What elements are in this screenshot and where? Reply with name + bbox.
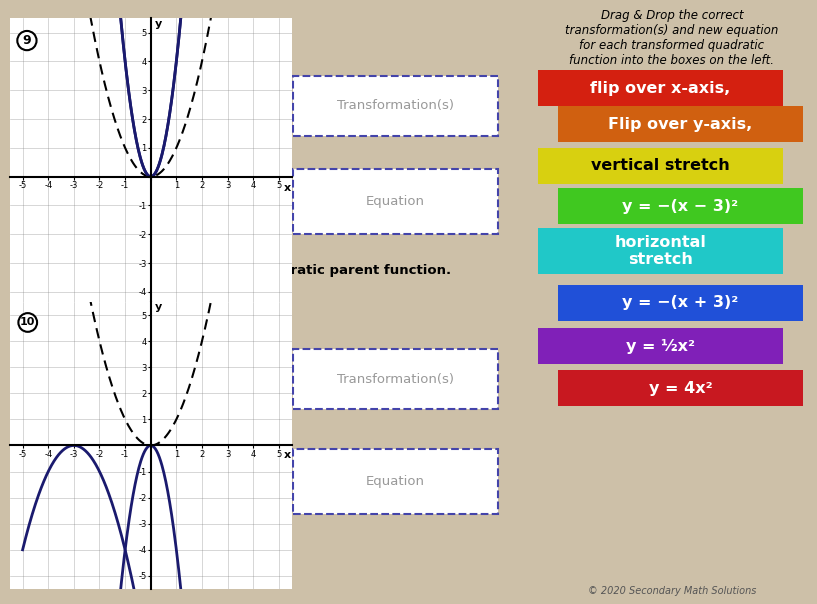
Text: Transformation(s): Transformation(s) [337, 100, 454, 112]
FancyBboxPatch shape [558, 106, 803, 142]
Text: y: y [154, 302, 162, 312]
Text: The: The [10, 264, 39, 277]
FancyBboxPatch shape [293, 449, 498, 514]
FancyBboxPatch shape [293, 169, 498, 234]
Text: is the graph of the: is the graph of the [110, 264, 242, 277]
Text: dotted line: dotted line [33, 264, 115, 277]
FancyBboxPatch shape [538, 228, 783, 274]
Text: Flip over y-axis,: Flip over y-axis, [609, 117, 752, 132]
FancyBboxPatch shape [538, 70, 783, 106]
Text: horizontal
stretch: horizontal stretch [614, 235, 707, 267]
Text: y = ½x²: y = ½x² [626, 338, 695, 353]
Text: quadratic parent function.: quadratic parent function. [253, 264, 451, 277]
Text: Equation: Equation [366, 475, 425, 488]
Text: x: x [284, 183, 291, 193]
FancyBboxPatch shape [293, 349, 498, 409]
Text: y = −(x − 3)²: y = −(x − 3)² [623, 199, 739, 213]
FancyBboxPatch shape [558, 285, 803, 321]
FancyBboxPatch shape [538, 328, 783, 364]
Text: flip over x-axis,: flip over x-axis, [591, 80, 730, 95]
Text: Equation: Equation [366, 195, 425, 208]
Text: Drag & Drop the correct
transformation(s) and new equation
for each transformed : Drag & Drop the correct transformation(s… [565, 9, 779, 67]
Text: y = −(x + 3)²: y = −(x + 3)² [623, 295, 739, 310]
FancyBboxPatch shape [293, 76, 498, 136]
Text: vertical stretch: vertical stretch [592, 158, 730, 173]
FancyBboxPatch shape [558, 370, 803, 406]
Text: y: y [154, 19, 162, 29]
Text: 10: 10 [20, 318, 35, 327]
Text: Transformation(s): Transformation(s) [337, 373, 454, 385]
Text: © 2020 Secondary Math Solutions: © 2020 Secondary Math Solutions [587, 586, 757, 596]
Text: y = 4x²: y = 4x² [649, 381, 712, 396]
Text: 9: 9 [23, 34, 31, 47]
Text: x: x [284, 451, 291, 460]
FancyBboxPatch shape [558, 188, 803, 224]
FancyBboxPatch shape [538, 148, 783, 184]
